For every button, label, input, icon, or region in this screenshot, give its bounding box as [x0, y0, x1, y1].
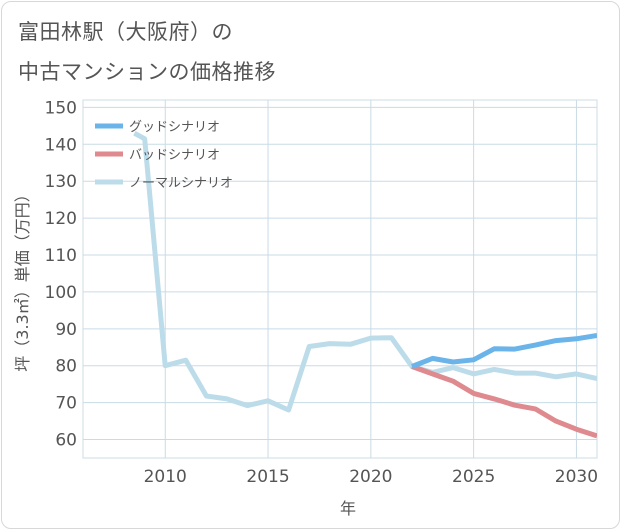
chart-title-line2: 中古マンションの価格推移: [18, 60, 276, 84]
series-line-0: [411, 333, 597, 369]
x-tick-label: 2020: [349, 467, 392, 487]
y-tick-label: 70: [55, 394, 77, 414]
legend-label: グッドシナリオ: [129, 120, 220, 135]
x-tick-label: 2025: [452, 467, 495, 487]
y-tick-label: 110: [45, 246, 77, 266]
y-tick-label: 80: [55, 357, 77, 377]
plot-area: [82, 99, 598, 459]
y-tick-label: 140: [45, 135, 77, 155]
x-tick-label: 2030: [555, 467, 598, 487]
y-tick-label: 150: [45, 98, 77, 118]
x-tick-label: 2010: [144, 467, 187, 487]
legend-label: ノーマルシナリオ: [129, 176, 233, 191]
y-tick-label: 120: [45, 209, 77, 229]
legend-label: バッドシナリオ: [129, 148, 220, 163]
chart-title-line1: 富田林駅（大阪府）の: [18, 20, 233, 44]
series-line-2: [133, 131, 597, 413]
axes: 60 70 80 90 100 110 120 130 140 150 2010 2015 2020 20…: [13, 98, 598, 518]
y-tick-label: 90: [55, 320, 77, 340]
series-lines: [133, 131, 597, 439]
series-line-1: [411, 364, 597, 439]
x-tick-label: 2015: [246, 467, 289, 487]
y-tick-label: 60: [55, 431, 77, 451]
y-tick-label: 100: [45, 283, 77, 303]
y-tick-label: 130: [45, 172, 77, 192]
y-axis-label: 坪（3.3㎡）単価（万円）: [13, 186, 32, 371]
grid: [82, 99, 598, 459]
x-axis-label: 年: [340, 499, 356, 518]
